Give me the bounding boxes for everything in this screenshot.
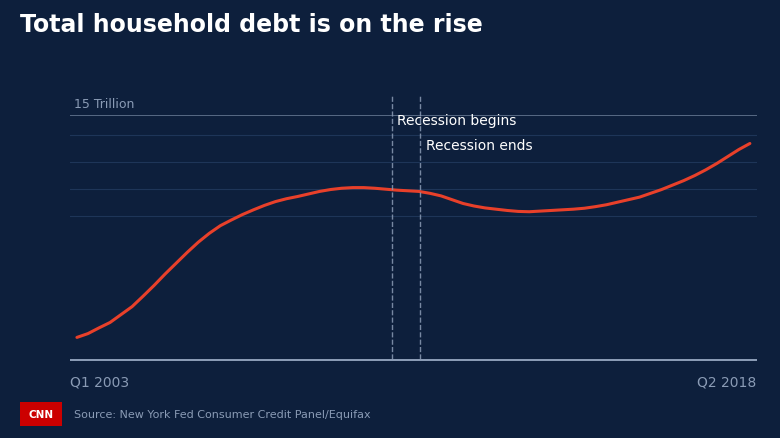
Text: Recession begins: Recession begins	[397, 114, 516, 128]
Text: Source: New York Fed Consumer Credit Panel/Equifax: Source: New York Fed Consumer Credit Pan…	[74, 409, 370, 419]
Text: 15 Trillion: 15 Trillion	[73, 98, 134, 111]
Text: Q1 2003: Q1 2003	[70, 374, 129, 389]
Text: Recession ends: Recession ends	[426, 139, 532, 153]
Text: CNN: CNN	[28, 409, 54, 419]
Text: Total household debt is on the rise: Total household debt is on the rise	[20, 13, 482, 37]
Text: Q2 2018: Q2 2018	[697, 374, 757, 389]
